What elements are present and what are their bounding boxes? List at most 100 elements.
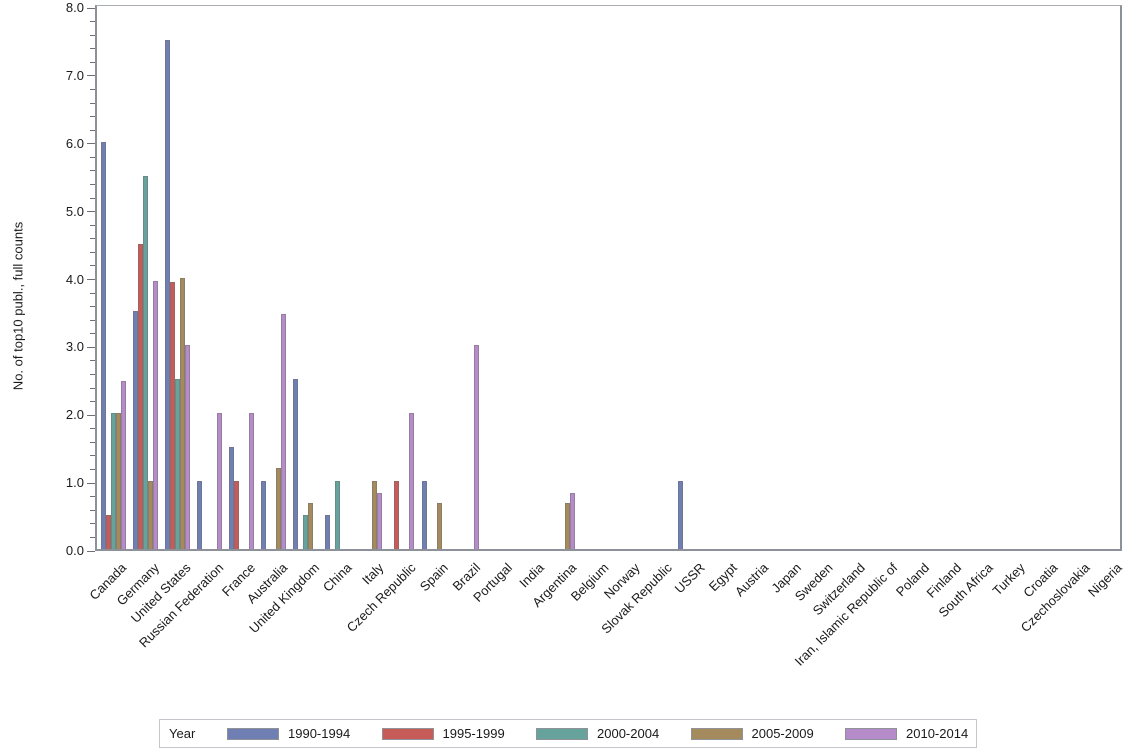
bar bbox=[372, 481, 378, 549]
y-tick-label: 1.0 bbox=[65, 475, 84, 491]
y-minor-tick bbox=[90, 387, 95, 389]
y-tick-label: 6.0 bbox=[65, 135, 84, 151]
y-minor-tick bbox=[90, 88, 95, 90]
bar bbox=[303, 515, 309, 549]
bar bbox=[281, 313, 286, 549]
y-minor-tick bbox=[90, 536, 95, 538]
legend-swatch bbox=[227, 728, 279, 740]
y-major-tick bbox=[87, 75, 95, 77]
bar bbox=[233, 481, 239, 549]
legend-entry-label: 1995-1999 bbox=[442, 726, 505, 741]
legend-swatch bbox=[536, 728, 588, 740]
y-minor-tick bbox=[90, 333, 95, 335]
bar bbox=[110, 413, 116, 549]
y-minor-tick bbox=[90, 401, 95, 403]
y-major-tick bbox=[87, 482, 95, 484]
y-minor-tick bbox=[90, 428, 95, 430]
y-minor-tick bbox=[90, 116, 95, 118]
legend-entry-label: 2005-2009 bbox=[751, 726, 814, 741]
bar bbox=[276, 467, 281, 549]
bar bbox=[228, 447, 234, 549]
bar bbox=[394, 481, 400, 549]
y-axis-title: No. of top10 publ., full counts bbox=[10, 221, 26, 391]
x-category-label-text: Spain bbox=[416, 560, 451, 595]
y-tick-label: 5.0 bbox=[65, 203, 84, 219]
bar bbox=[293, 379, 299, 549]
bar bbox=[120, 381, 126, 549]
y-minor-tick bbox=[90, 48, 95, 50]
bar bbox=[105, 515, 111, 549]
x-category-label-text: USSR bbox=[671, 560, 708, 597]
y-minor-tick bbox=[90, 374, 95, 376]
bar bbox=[142, 175, 148, 549]
bar bbox=[115, 413, 121, 549]
y-major-tick bbox=[87, 550, 95, 552]
legend-swatch bbox=[381, 728, 434, 740]
y-minor-tick bbox=[90, 265, 95, 267]
legend-swatch bbox=[690, 728, 743, 740]
y-tick-label: 7.0 bbox=[65, 67, 84, 83]
bar bbox=[261, 481, 266, 549]
y-tick-label: 0.0 bbox=[65, 543, 84, 558]
y-tick-label: 3.0 bbox=[65, 339, 84, 355]
y-minor-tick bbox=[90, 306, 95, 308]
bar bbox=[377, 492, 383, 549]
y-tick-label: 8.0 bbox=[65, 0, 84, 15]
legend-entry-label: 1990-1994 bbox=[288, 726, 351, 741]
bar bbox=[179, 277, 185, 549]
bar bbox=[147, 481, 153, 549]
y-minor-tick bbox=[90, 360, 95, 362]
y-minor-tick bbox=[90, 238, 95, 240]
y-minor-tick bbox=[90, 21, 95, 23]
y-minor-tick bbox=[90, 509, 95, 511]
y-minor-tick bbox=[90, 34, 95, 36]
y-minor-tick bbox=[90, 469, 95, 471]
y-minor-tick bbox=[90, 292, 95, 294]
y-minor-tick bbox=[90, 319, 95, 321]
y-major-tick bbox=[87, 211, 95, 213]
bar bbox=[196, 481, 202, 549]
bar bbox=[164, 39, 170, 549]
bar bbox=[216, 413, 222, 549]
bar bbox=[248, 413, 254, 549]
bar bbox=[473, 345, 479, 549]
legend: Year 1990-1994 1995-1999 2000-2004 2005-200… bbox=[159, 719, 977, 748]
bar bbox=[564, 502, 570, 549]
bar bbox=[152, 280, 158, 549]
y-major-tick bbox=[87, 346, 95, 348]
y-major-tick bbox=[87, 143, 95, 145]
bar bbox=[421, 481, 427, 549]
y-minor-tick bbox=[90, 183, 95, 185]
x-category-label-text: Italy bbox=[358, 560, 387, 588]
y-minor-tick bbox=[90, 523, 95, 525]
y-minor-tick bbox=[90, 455, 95, 457]
legend-entry-label: 2010-2014 bbox=[906, 726, 969, 741]
bar bbox=[137, 243, 143, 549]
x-category-label-text: Nigeria bbox=[1084, 560, 1125, 600]
y-minor-tick bbox=[90, 224, 95, 226]
y-minor-tick bbox=[90, 156, 95, 158]
y-minor-tick bbox=[90, 102, 95, 104]
bar bbox=[409, 413, 415, 549]
bar bbox=[325, 515, 331, 549]
bar bbox=[184, 345, 190, 549]
y-tick-label: 4.0 bbox=[65, 271, 84, 287]
bar bbox=[169, 282, 175, 549]
y-major-tick bbox=[87, 7, 95, 9]
bar bbox=[132, 311, 138, 549]
y-minor-tick bbox=[90, 129, 95, 131]
y-minor-tick bbox=[90, 441, 95, 443]
x-category-label-text: China bbox=[319, 560, 355, 595]
plot-area bbox=[95, 5, 1122, 551]
x-category-label-text: Austria bbox=[732, 560, 772, 600]
bar bbox=[678, 481, 684, 549]
legend-entry-label: 2000-2004 bbox=[597, 726, 660, 741]
y-minor-tick bbox=[90, 170, 95, 172]
bar bbox=[569, 492, 575, 549]
y-major-tick bbox=[87, 279, 95, 280]
bar bbox=[174, 379, 180, 549]
bar bbox=[308, 502, 314, 549]
bar bbox=[436, 502, 442, 549]
y-minor-tick bbox=[90, 496, 95, 498]
y-minor-tick bbox=[90, 251, 95, 253]
